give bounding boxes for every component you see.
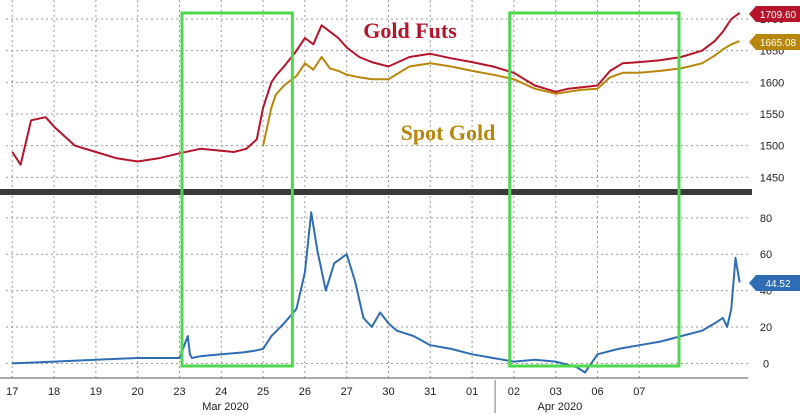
y-tick-label: 1550 xyxy=(760,109,784,121)
x-tick-label: 23 xyxy=(173,386,185,398)
y-tick-label: 1500 xyxy=(760,141,784,153)
highlight-box xyxy=(508,11,681,368)
x-group-label: Apr 2020 xyxy=(538,401,583,413)
y-tick-label: 60 xyxy=(760,249,772,261)
x-tick-label: 27 xyxy=(341,386,353,398)
top-panel-grid xyxy=(6,0,748,190)
x-tick-label: 31 xyxy=(424,386,436,398)
highlight-box xyxy=(180,11,294,368)
gold-futures-badge-text: 1709.60 xyxy=(760,10,797,21)
spot-gold-badge-text: 1665.08 xyxy=(760,38,797,49)
x-tick-label: 24 xyxy=(215,386,227,398)
x-tick-label: 25 xyxy=(257,386,269,398)
x-tick-label: 18 xyxy=(48,386,60,398)
x-group-label: Mar 2020 xyxy=(202,401,248,413)
spread-line xyxy=(12,211,741,374)
x-tick-label: 06 xyxy=(591,386,603,398)
x-tick-label: 19 xyxy=(90,386,102,398)
spot-gold-label: Spot Gold xyxy=(401,120,496,145)
highlight-boxes xyxy=(180,11,681,368)
gold-futures-line xyxy=(11,12,741,166)
panel-divider xyxy=(0,189,752,195)
x-axis: 17 18 19 20 23 24 25 26 27 30 31 01 02 03 06 07 Mar 2020… xyxy=(0,377,748,413)
spot-gold-badge-background xyxy=(749,34,800,50)
top-panel-series xyxy=(11,12,741,166)
x-tick-label: 17 xyxy=(6,386,18,398)
spread-badge-text: 44.52 xyxy=(765,279,790,290)
y-tick-label: 1450 xyxy=(760,172,784,184)
x-tick-label: 03 xyxy=(550,386,562,398)
x-tick-label: 26 xyxy=(299,386,311,398)
y-tick-label: 20 xyxy=(760,322,772,334)
bottom-panel-series xyxy=(12,211,741,374)
gold-futs-label: Gold Futs xyxy=(363,18,457,43)
y-tick-label: 0 xyxy=(763,358,769,370)
x-tick-label: 30 xyxy=(382,386,394,398)
y-tick-label: 1600 xyxy=(760,77,784,89)
gold-futures-badge-background xyxy=(749,6,800,22)
x-tick-label: 02 xyxy=(508,386,520,398)
y-tick-label: 80 xyxy=(760,213,772,225)
x-tick-label: 01 xyxy=(466,386,478,398)
spread-badge-background xyxy=(749,275,800,291)
bottom-panel-grid xyxy=(6,196,748,378)
panel-divider-bar xyxy=(0,189,752,195)
annotations: Gold Futs Spot Gold xyxy=(363,18,495,145)
x-tick-label: 20 xyxy=(132,386,144,398)
x-tick-label: 07 xyxy=(633,386,645,398)
right-axis: 145015001550160016501700020406080 xyxy=(760,14,784,370)
spot-gold-line xyxy=(262,40,740,146)
last-value-badges: 1709.60 1665.08 44.52 xyxy=(749,6,800,291)
